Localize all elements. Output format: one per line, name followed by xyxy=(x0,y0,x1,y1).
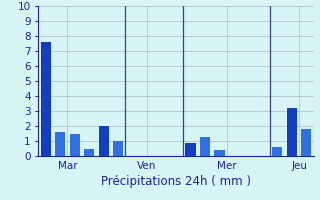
Bar xyxy=(301,129,311,156)
Bar xyxy=(41,42,51,156)
Bar xyxy=(272,147,283,156)
Bar xyxy=(69,134,80,156)
Bar xyxy=(113,141,123,156)
Bar xyxy=(99,126,109,156)
X-axis label: Précipitations 24h ( mm ): Précipitations 24h ( mm ) xyxy=(101,175,251,188)
Bar xyxy=(287,108,297,156)
Bar xyxy=(55,132,65,156)
Bar xyxy=(214,150,225,156)
Bar xyxy=(200,137,210,156)
Bar xyxy=(185,142,196,156)
Bar xyxy=(84,148,94,156)
